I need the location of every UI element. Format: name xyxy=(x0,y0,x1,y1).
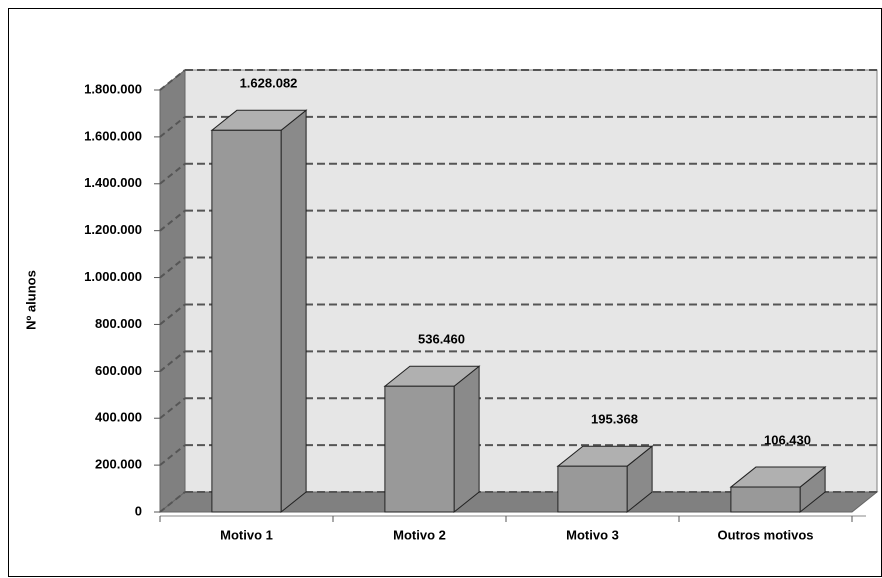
bar-side xyxy=(453,365,480,514)
value-label: 536.460 xyxy=(418,332,465,347)
grid-line xyxy=(159,116,186,138)
x-tick-label: Motivo 2 xyxy=(393,527,446,542)
grid-line xyxy=(159,491,186,513)
side-wall xyxy=(159,68,186,514)
grid-line xyxy=(159,162,186,185)
grid-line xyxy=(159,350,186,373)
x-tick-label: Motivo 3 xyxy=(566,527,619,542)
y-tick-label: 1.000.000 xyxy=(84,269,142,284)
y-tick-label: 1.200.000 xyxy=(84,222,142,237)
y-tick-label: 1.600.000 xyxy=(84,128,142,143)
bar xyxy=(211,129,282,513)
y-tick-label: 0 xyxy=(135,503,142,518)
grid-line xyxy=(159,69,186,91)
grid-line xyxy=(159,397,186,420)
bar xyxy=(384,385,455,513)
x-tick-label: Outros motivos xyxy=(717,527,813,542)
bar-side xyxy=(280,109,307,514)
grid-line xyxy=(159,209,186,232)
y-axis-title: Nº alunos xyxy=(23,270,38,330)
bar xyxy=(730,486,801,513)
bar xyxy=(557,465,628,513)
value-label: 195.368 xyxy=(591,412,638,427)
grid-line xyxy=(159,303,186,326)
value-label: 1.628.082 xyxy=(240,76,298,91)
y-tick-label: 400.000 xyxy=(95,410,142,425)
y-tick-label: 600.000 xyxy=(95,363,142,378)
value-label: 106.430 xyxy=(764,432,811,447)
y-tick-label: 800.000 xyxy=(95,316,142,331)
y-tick-label: 1.800.000 xyxy=(84,81,142,96)
x-tick-label: Motivo 1 xyxy=(220,527,273,542)
y-tick-label: 1.400.000 xyxy=(84,175,142,190)
y-tick-label: 200.000 xyxy=(95,457,142,472)
grid-line xyxy=(159,256,186,279)
grid-line xyxy=(159,444,186,466)
